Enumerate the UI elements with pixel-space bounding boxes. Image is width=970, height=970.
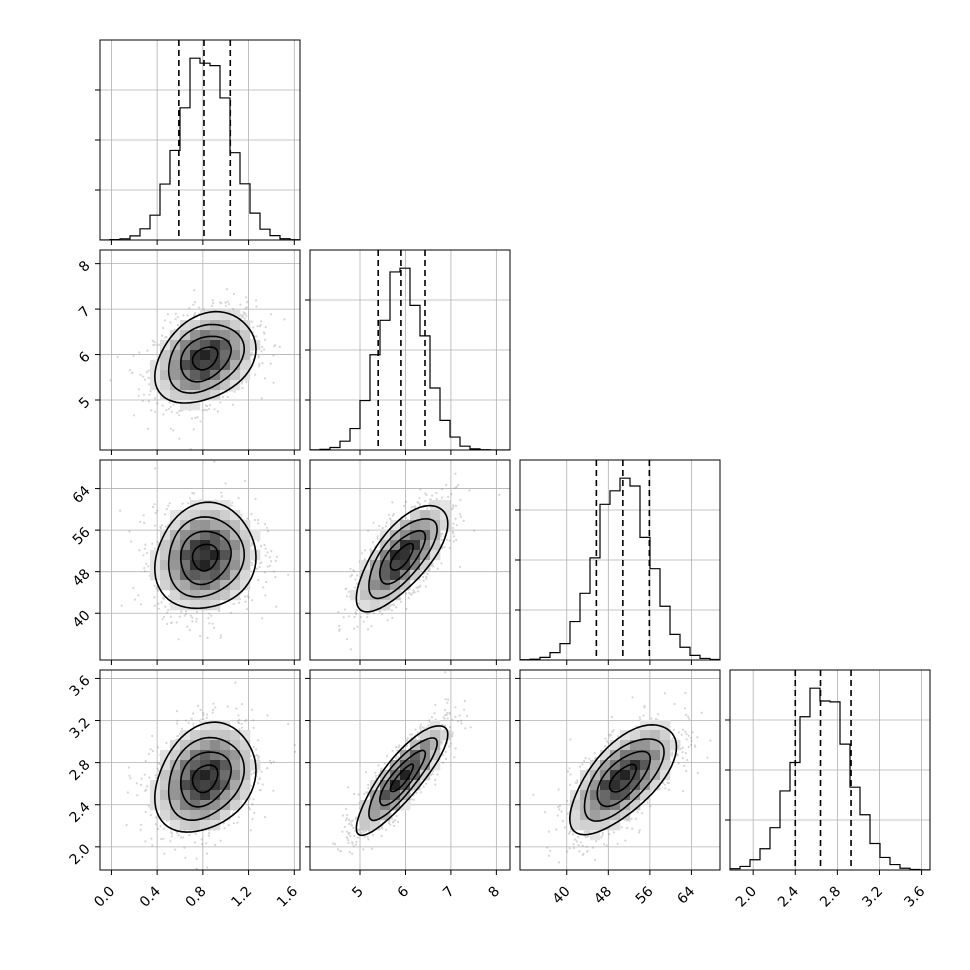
histogram-0 [100,57,300,240]
panel-2-1 [305,459,511,665]
y-tick-label-3-0: 2.0 [67,841,94,868]
contour-3-2-2 [583,738,665,822]
panel-2-0: 40 48 56 64 [70,459,301,665]
x-tick-label-2-3: 64 [674,883,698,907]
x-tick-label-1-1: 6 [395,883,413,901]
panel-3-2: 40 48 56 64 [515,669,721,908]
contour-2-1-0 [389,542,415,571]
y-tick-label-2-3: 64 [70,483,94,507]
contour-3-1-2 [368,737,438,822]
panel-1-1 [305,249,511,455]
histogram-3 [730,687,930,870]
x-tick-label-1-2: 7 [440,884,458,902]
contour-2-0-0 [191,543,219,572]
contour-2-0-1 [180,530,232,586]
x-tick-label-3-3: 3.2 [859,884,886,911]
contour-1-0-0 [191,346,219,371]
panel-3-3: 2.0 2.4 2.8 3.2 3.6 [725,669,931,911]
x-tick-label-2-0: 40 [550,884,574,908]
contour-2-0-2 [167,516,245,598]
panel-3-2-content [520,670,720,870]
contour-3-1-0 [389,763,415,793]
contour-1-0-2 [167,323,245,394]
panel-frame-3-1 [309,669,511,871]
y-tick-label-1-1: 6 [76,349,94,367]
histogram-2 [520,477,720,660]
x-tick-label-0-2: 0.8 [183,884,210,911]
contour-3-0-1 [180,751,232,808]
panel-3-1-content [310,670,510,870]
contour-1-0-3 [153,310,257,404]
panel-2-2 [515,459,721,665]
contour-2-1-2 [368,518,438,600]
panel-frame-3-2 [519,669,721,871]
contour-3-1-3 [355,725,449,837]
contour-3-2-0 [608,763,638,793]
contour-2-1-1 [378,529,427,585]
contour-3-1-1 [378,749,427,807]
y-tick-label-3-3: 3.2 [67,715,94,742]
x-tick-label-2-2: 56 [633,883,657,907]
y-tick-label-1-2: 7 [76,303,94,321]
y-tick-label-3-2: 2.8 [67,757,94,784]
contour-3-0-0 [191,764,219,794]
contour-1-0-1 [180,335,232,383]
panel-frame-1-1 [309,249,511,451]
panel-3-1: 5 6 7 8 [305,669,511,902]
panel-2-2-content [520,460,720,660]
contour-3-0-3 [153,721,257,833]
panel-2-1-content [310,460,510,660]
contour-2-0-3 [153,501,257,610]
panel-frame-2-0 [99,459,301,661]
panel-frame-2-1 [309,459,511,661]
panel-frame-3-0 [99,669,301,871]
x-tick-label-3-1: 2.4 [775,883,802,910]
x-tick-label-0-4: 1.6 [274,883,301,910]
panel-2-0-content [100,460,300,660]
x-tick-label-3-2: 2.8 [817,884,844,911]
panel-0-0 [95,39,301,245]
x-tick-label-3-4: 3.6 [901,883,928,910]
panel-frame-2-2 [519,459,721,661]
y-tick-label-2-2: 56 [70,524,94,548]
y-tick-label-1-0: 5 [76,394,94,412]
y-tick-label-1-3: 8 [76,258,94,276]
panel-3-0: 0.0 0.4 0.8 1.2 1.6 2.0 2.4 2.8 3.2 3.6 [67,669,301,911]
x-tick-label-0-0: 0.0 [91,884,118,911]
x-tick-label-1-3: 8 [486,884,504,902]
contour-3-2-1 [596,750,651,808]
y-tick-label-2-0: 40 [70,608,94,632]
panel-0-0-content [100,40,300,240]
histogram-1 [310,267,510,450]
y-tick-label-3-4: 3.6 [67,673,94,700]
x-tick-label-0-1: 0.4 [137,883,164,910]
x-tick-label-3-0: 2.0 [733,884,760,911]
y-tick-label-2-1: 48 [70,566,94,590]
contour-3-2-3 [568,723,678,836]
x-tick-label-2-1: 48 [591,884,615,908]
panel-1-1-content [310,250,510,450]
contour-3-0-2 [167,736,245,821]
panel-1-0-content [100,250,300,450]
panel-frame-1-0 [99,249,301,451]
panel-frame-3-3 [729,669,931,871]
x-tick-label-1-0: 5 [349,884,367,902]
y-tick-label-3-1: 2.4 [67,799,94,826]
panel-frame-0-0 [99,39,301,241]
x-tick-label-0-3: 1.2 [228,884,255,911]
panel-3-0-content [100,670,300,870]
panel-1-0: 5 6 7 8 [76,249,301,455]
contour-2-1-3 [355,504,449,613]
panel-3-3-content [730,670,930,870]
